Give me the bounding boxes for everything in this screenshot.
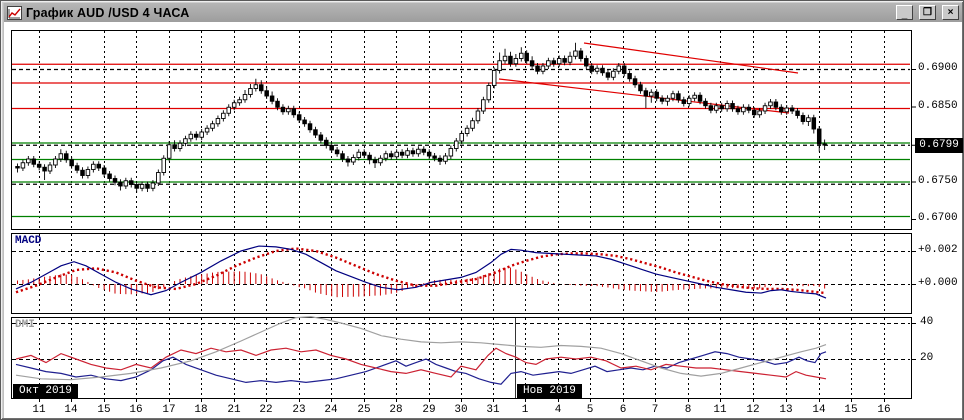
minimize-button[interactable]: _ bbox=[896, 5, 913, 20]
chart-client-area bbox=[4, 22, 962, 418]
window-title: График AUD /USD 4 ЧАСА bbox=[26, 5, 190, 20]
line-chart-icon bbox=[7, 5, 22, 20]
close-button[interactable]: × bbox=[942, 5, 959, 20]
maximize-button[interactable]: ❐ bbox=[919, 5, 936, 20]
window-titlebar[interactable]: График AUD /USD 4 ЧАСА _ ❐ × bbox=[4, 3, 962, 22]
